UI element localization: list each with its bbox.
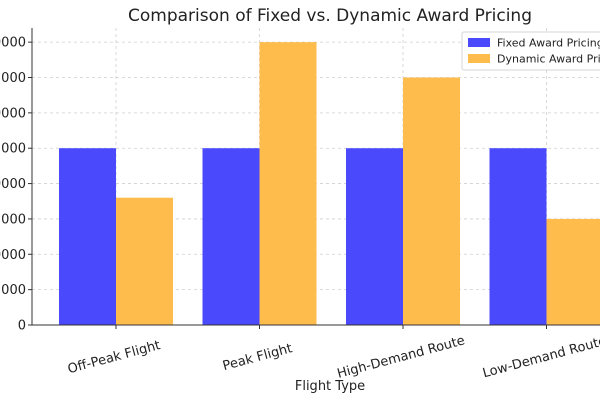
legend-swatch-0 [468, 38, 490, 47]
chart-title: Comparison of Fixed vs. Dynamic Award Pr… [128, 6, 532, 26]
bar-fixed-2 [346, 148, 403, 325]
bar-dynamic-3 [546, 218, 600, 325]
y-tick-label: 5000 [0, 283, 26, 298]
bar-fixed-1 [202, 148, 260, 325]
y-tick-labels: 0 5000 10000 15000 20000 25000 30000 35000 40000 [0, 36, 26, 334]
legend-label-1: Dynamic Award Pricing [497, 53, 600, 66]
bar-dynamic-0 [116, 197, 173, 325]
x-tick-label: Low-Demand Route [481, 334, 600, 381]
x-tick-label: High-Demand Route [336, 333, 467, 382]
bar-fixed-3 [489, 148, 547, 325]
y-tick-label: 30000 [0, 106, 26, 121]
legend-swatch-1 [468, 54, 490, 63]
bar-dynamic-1 [259, 42, 317, 326]
y-tick-label: 25000 [0, 142, 26, 157]
y-tick-label: 0 [18, 319, 26, 334]
y-tick-label: 40000 [0, 36, 26, 51]
y-tick-label: 15000 [0, 212, 26, 227]
bar-fixed-0 [59, 148, 116, 325]
y-tick-label: 35000 [0, 71, 26, 86]
bars [59, 42, 600, 326]
y-tick-label: 20000 [0, 177, 26, 192]
x-tick-label: Peak Flight [221, 341, 294, 374]
legend-box [461, 31, 600, 71]
legend-label-0: Fixed Award Pricing [497, 37, 600, 50]
x-axis-title: Flight Type [295, 379, 365, 394]
y-tick-label: 10000 [0, 248, 26, 263]
legend: Fixed Award Pricing Dynamic Award Pricing [461, 31, 600, 71]
axes [28, 28, 600, 329]
bar-dynamic-2 [403, 77, 460, 325]
x-tick-labels: Off-Peak Flight Peak Flight High-Demand Ro… [66, 333, 600, 382]
x-tick-label: Off-Peak Flight [66, 338, 162, 377]
